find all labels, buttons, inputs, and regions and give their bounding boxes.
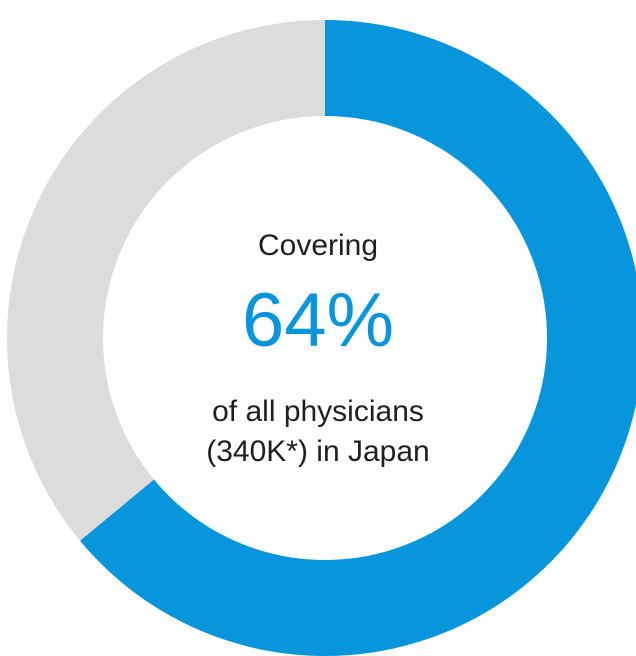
center-label-top: Covering — [257, 229, 379, 262]
center-label-line1: of all physicians — [212, 395, 424, 428]
donut-slice-not-covered — [7, 20, 326, 541]
center-label-line2: (340K*) in Japan — [206, 435, 430, 468]
center-label-value: 64% — [241, 278, 395, 363]
donut-slice-covered — [79, 20, 636, 656]
